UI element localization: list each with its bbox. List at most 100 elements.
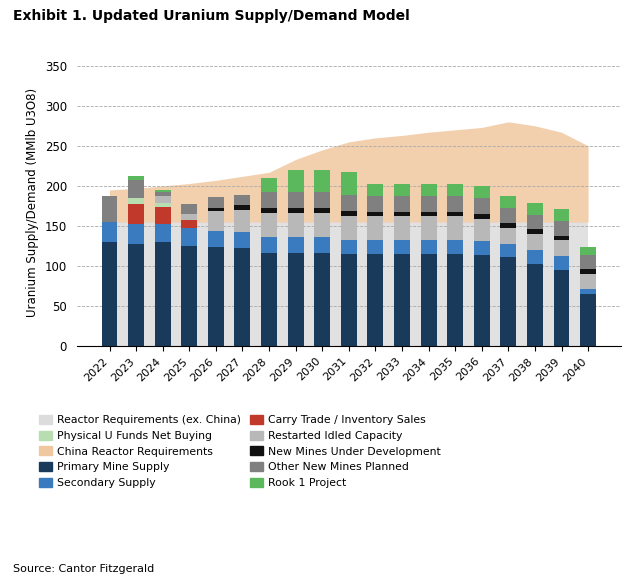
Bar <box>527 264 543 346</box>
Bar <box>102 222 118 242</box>
Bar <box>155 190 171 192</box>
Bar <box>447 241 463 254</box>
Bar <box>500 223 516 227</box>
Bar <box>474 186 490 198</box>
Bar <box>208 231 224 247</box>
Bar <box>527 229 543 234</box>
Bar <box>102 242 118 346</box>
Bar <box>261 213 277 237</box>
Bar <box>314 213 330 237</box>
Bar <box>580 288 596 294</box>
Bar <box>181 228 197 246</box>
Bar <box>102 196 118 222</box>
Bar <box>420 216 436 241</box>
Bar <box>420 196 436 212</box>
Legend: Reactor Requirements (ex. China), Physical U Funds Net Buying, China Reactor Req: Reactor Requirements (ex. China), Physic… <box>38 415 441 488</box>
Bar <box>287 253 303 346</box>
Bar <box>474 214 490 219</box>
Bar <box>367 196 383 212</box>
Bar <box>287 192 303 208</box>
Bar <box>554 256 570 270</box>
Bar <box>474 198 490 214</box>
Bar <box>128 223 144 243</box>
Bar <box>474 219 490 241</box>
Bar <box>341 195 356 211</box>
Bar <box>314 253 330 346</box>
Bar <box>287 208 303 213</box>
Bar <box>580 274 596 288</box>
Bar <box>181 246 197 346</box>
Bar <box>261 253 277 346</box>
Bar <box>394 212 410 216</box>
Bar <box>128 243 144 346</box>
Bar <box>554 221 570 235</box>
Bar <box>500 257 516 346</box>
Text: Exhibit 1. Updated Uranium Supply/Demand Model: Exhibit 1. Updated Uranium Supply/Demand… <box>13 9 410 23</box>
Bar <box>341 216 356 239</box>
Bar <box>155 192 171 196</box>
Bar <box>341 254 356 346</box>
Bar <box>155 203 171 207</box>
Bar <box>314 192 330 208</box>
Bar <box>341 239 356 254</box>
Bar <box>367 212 383 216</box>
Bar <box>155 242 171 346</box>
Bar <box>287 213 303 237</box>
Bar <box>500 227 516 243</box>
Bar <box>181 220 197 228</box>
Bar <box>420 241 436 254</box>
Bar <box>128 177 144 180</box>
Bar <box>261 178 277 192</box>
Bar <box>367 183 383 196</box>
Bar <box>287 170 303 192</box>
Bar <box>394 196 410 212</box>
Bar <box>447 254 463 346</box>
Bar <box>314 237 330 253</box>
Bar <box>500 208 516 223</box>
Bar <box>128 204 144 223</box>
Bar <box>447 196 463 212</box>
Bar <box>261 208 277 213</box>
Bar <box>128 180 144 198</box>
Bar <box>500 196 516 208</box>
Bar <box>554 270 570 346</box>
Bar <box>394 216 410 241</box>
Bar <box>155 224 171 242</box>
Bar <box>527 234 543 250</box>
Bar <box>580 294 596 346</box>
Bar <box>261 192 277 208</box>
Bar <box>287 237 303 253</box>
Text: Source: Cantor Fitzgerald: Source: Cantor Fitzgerald <box>13 564 154 574</box>
Bar <box>447 212 463 216</box>
Bar <box>314 170 330 192</box>
Bar <box>580 269 596 274</box>
Bar <box>234 249 250 346</box>
Bar <box>420 254 436 346</box>
Bar <box>420 212 436 216</box>
Bar <box>367 254 383 346</box>
Bar <box>234 194 250 205</box>
Bar <box>527 250 543 264</box>
Bar <box>261 237 277 253</box>
Bar <box>500 243 516 257</box>
Bar <box>447 183 463 196</box>
Bar <box>367 241 383 254</box>
Bar <box>474 241 490 255</box>
Bar <box>527 203 543 215</box>
Bar <box>155 196 171 203</box>
Y-axis label: Uranium Supply/Demand (MMlb U3O8): Uranium Supply/Demand (MMlb U3O8) <box>26 87 39 317</box>
Bar <box>580 255 596 269</box>
Bar <box>234 210 250 233</box>
Bar <box>474 255 490 346</box>
Bar <box>234 205 250 210</box>
Bar <box>234 233 250 249</box>
Bar <box>554 209 570 221</box>
Bar <box>554 241 570 256</box>
Bar <box>208 197 224 208</box>
Bar <box>208 247 224 346</box>
Bar <box>341 211 356 216</box>
Bar <box>420 183 436 196</box>
Bar <box>447 216 463 241</box>
Bar <box>341 173 356 194</box>
Bar <box>394 254 410 346</box>
